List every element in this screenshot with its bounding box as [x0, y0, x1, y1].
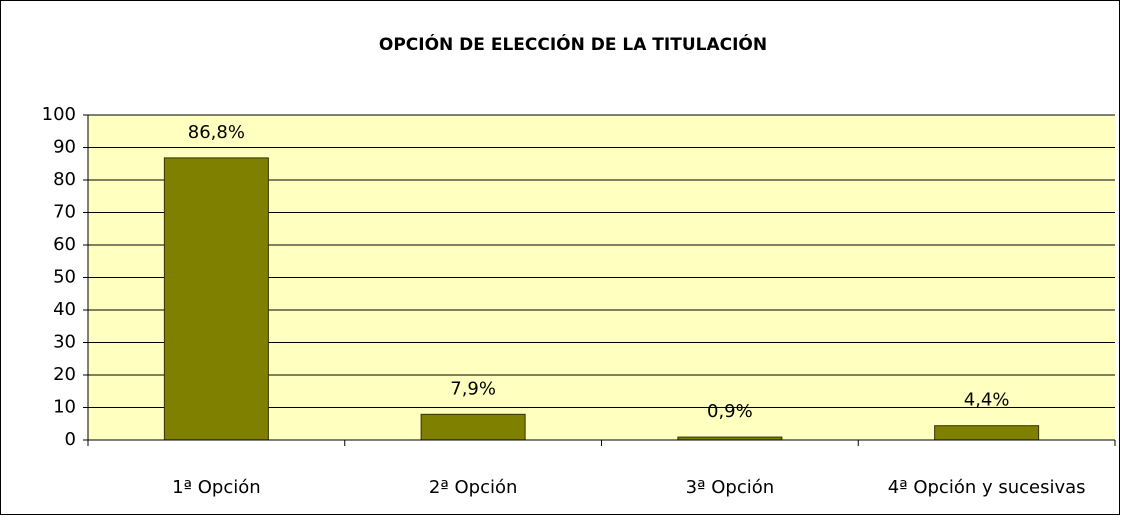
- y-tick-label: 80: [53, 169, 76, 190]
- y-tick-label: 90: [53, 137, 76, 158]
- value-label: 0,9%: [707, 401, 753, 422]
- y-tick-label: 50: [53, 267, 76, 288]
- value-label: 7,9%: [450, 378, 496, 399]
- y-tick-label: 10: [53, 397, 76, 418]
- bar: [420, 413, 526, 441]
- x-tick-label: 3ª Opción: [686, 477, 775, 498]
- x-tick-label: 1ª Opción: [172, 477, 261, 498]
- x-tick-label: 4ª Opción y sucesivas: [888, 477, 1086, 498]
- chart-title: OPCIÓN DE ELECCIÓN DE LA TITULACIÓN: [379, 33, 767, 55]
- y-tick-label: 60: [53, 234, 76, 255]
- y-tick-label: 0: [65, 429, 76, 450]
- x-tick-label: 2ª Opción: [429, 477, 518, 498]
- bar: [934, 425, 1040, 441]
- value-label: 4,4%: [964, 390, 1010, 411]
- bar: [163, 157, 269, 441]
- y-tick-label: 20: [53, 364, 76, 385]
- value-label: 86,8%: [188, 122, 245, 143]
- y-tick-label: 30: [53, 332, 76, 353]
- y-tick-label: 70: [53, 202, 76, 223]
- y-tick-label: 100: [42, 104, 76, 125]
- y-tick-label: 40: [53, 299, 76, 320]
